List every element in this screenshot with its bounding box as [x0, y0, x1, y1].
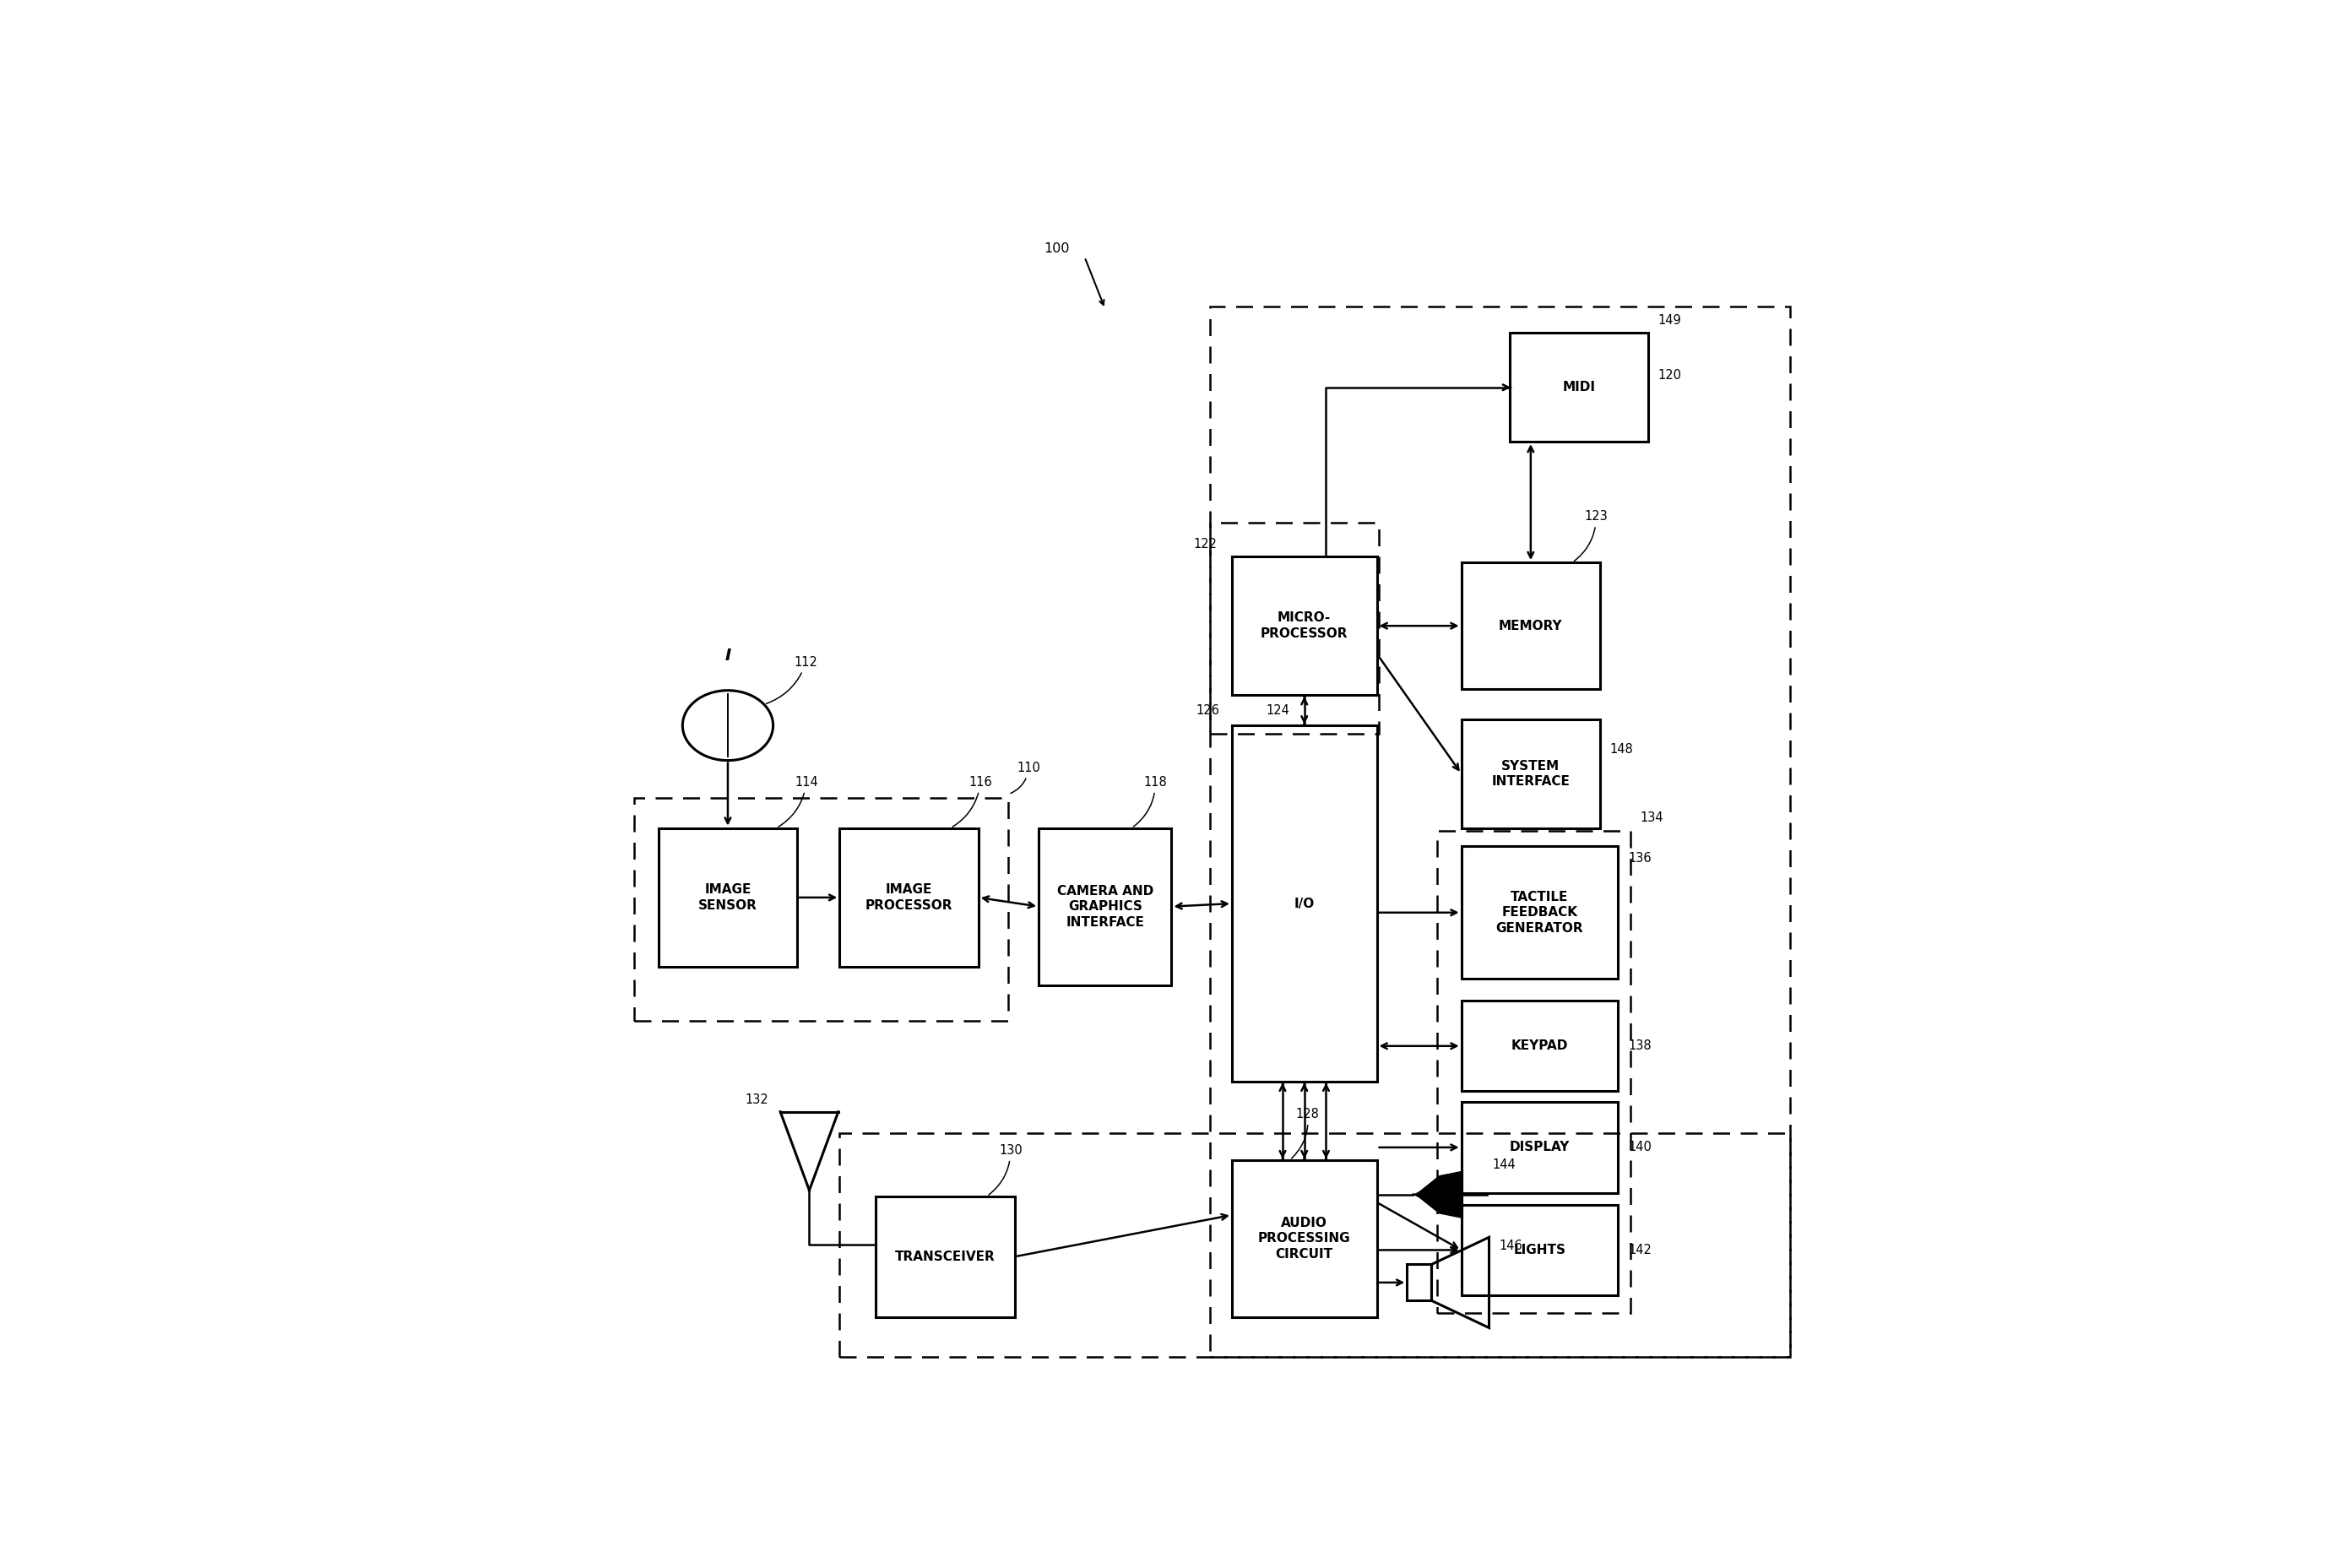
Text: 118: 118 — [1134, 776, 1166, 826]
Text: 130: 130 — [989, 1145, 1022, 1195]
Text: 114: 114 — [779, 776, 819, 826]
Bar — [1038, 828, 1171, 985]
Text: TRANSCEIVER: TRANSCEIVER — [896, 1250, 996, 1262]
Bar — [1211, 522, 1379, 734]
Text: 144: 144 — [1493, 1159, 1516, 1171]
Bar — [1509, 332, 1649, 442]
Text: TACTILE
FEEDBACK
GENERATOR: TACTILE FEEDBACK GENERATOR — [1495, 891, 1584, 935]
Text: 123: 123 — [1575, 510, 1607, 561]
Text: 112: 112 — [765, 655, 819, 704]
Text: 128: 128 — [1292, 1109, 1320, 1159]
Text: MEMORY: MEMORY — [1498, 619, 1563, 632]
Text: 146: 146 — [1498, 1240, 1521, 1253]
Text: I: I — [726, 648, 730, 663]
Text: 110: 110 — [1010, 762, 1041, 793]
Polygon shape — [1416, 1171, 1463, 1218]
Text: 122: 122 — [1194, 538, 1218, 550]
Text: DISPLAY: DISPLAY — [1509, 1142, 1570, 1154]
Text: MICRO-
PROCESSOR: MICRO- PROCESSOR — [1260, 612, 1348, 640]
Text: 100: 100 — [1043, 241, 1071, 256]
Text: MIDI: MIDI — [1563, 381, 1596, 394]
Text: CAMERA AND
GRAPHICS
INTERFACE: CAMERA AND GRAPHICS INTERFACE — [1057, 884, 1153, 928]
Text: 149: 149 — [1659, 314, 1682, 328]
Text: 140: 140 — [1628, 1142, 1652, 1154]
Text: 126: 126 — [1197, 704, 1220, 717]
Bar — [1460, 720, 1600, 828]
Bar — [840, 1134, 1789, 1356]
Text: 116: 116 — [952, 776, 992, 826]
Text: 138: 138 — [1628, 1040, 1652, 1052]
Text: SYSTEM
INTERFACE: SYSTEM INTERFACE — [1491, 759, 1570, 787]
Bar — [1407, 1264, 1432, 1300]
Text: 124: 124 — [1267, 704, 1290, 717]
Bar — [875, 1196, 1015, 1317]
Bar — [1460, 1000, 1619, 1091]
Bar — [1460, 1204, 1619, 1295]
Bar — [1232, 1160, 1376, 1317]
Bar — [1232, 726, 1376, 1082]
Text: LIGHTS: LIGHTS — [1514, 1243, 1565, 1256]
Text: KEYPAD: KEYPAD — [1512, 1040, 1568, 1052]
Text: I/O: I/O — [1295, 897, 1313, 909]
Text: 134: 134 — [1640, 812, 1663, 825]
Bar — [1232, 557, 1376, 695]
Bar — [1460, 563, 1600, 690]
Bar — [658, 828, 798, 967]
Text: AUDIO
PROCESSING
CIRCUIT: AUDIO PROCESSING CIRCUIT — [1257, 1217, 1351, 1261]
Bar — [1211, 306, 1789, 1356]
Bar — [840, 828, 978, 967]
Text: IMAGE
SENSOR: IMAGE SENSOR — [698, 883, 758, 911]
Bar — [1460, 1102, 1619, 1193]
Text: 136: 136 — [1628, 851, 1652, 864]
Bar — [635, 798, 1008, 1021]
Bar — [1437, 831, 1631, 1314]
Text: 142: 142 — [1628, 1243, 1652, 1256]
Text: IMAGE
PROCESSOR: IMAGE PROCESSOR — [866, 883, 952, 911]
Text: 120: 120 — [1659, 368, 1682, 381]
Bar — [1460, 847, 1619, 978]
Text: 148: 148 — [1610, 743, 1633, 756]
Text: 132: 132 — [744, 1093, 768, 1105]
